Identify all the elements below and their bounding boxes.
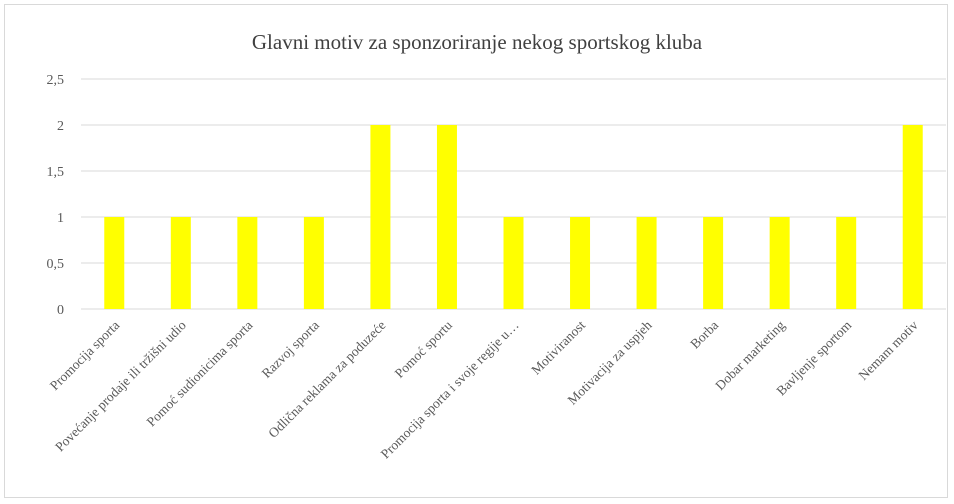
bar: [237, 217, 258, 309]
y-tick-label: 0: [57, 303, 64, 318]
bar: [104, 217, 125, 309]
x-tick-label: Motiviranost: [528, 317, 588, 377]
x-tick-label: Promocija sporta i svoje regije u…: [378, 318, 522, 462]
bar: [902, 125, 923, 309]
x-tick-label: Odlična reklama za poduzeće: [265, 318, 388, 441]
y-tick-label: 0,5: [47, 257, 65, 272]
x-tick-label: Promocija sporta: [47, 318, 123, 394]
x-tick-label: Pomoć sportu: [392, 317, 456, 381]
bar: [769, 217, 790, 309]
bar: [303, 217, 324, 309]
y-tick-label: 1: [57, 211, 64, 226]
bar: [570, 217, 591, 309]
bar: [370, 125, 391, 309]
bar: [436, 125, 457, 309]
x-tick-label: Dobar marketing: [712, 317, 788, 393]
y-tick-label: 1,5: [47, 165, 65, 180]
x-tick-label: Razvoj sporta: [259, 318, 322, 381]
x-tick-label: Borba: [687, 318, 721, 352]
x-tick-label: Povećanje prodaje ili tržišni udio: [52, 317, 189, 454]
y-tick-label: 2,5: [47, 73, 65, 88]
bar: [703, 217, 724, 309]
bar: [503, 217, 524, 309]
bar: [170, 217, 191, 309]
y-tick-label: 2: [57, 119, 64, 134]
chart-title: Glavni motiv za sponzoriranje nekog spor…: [251, 30, 703, 54]
x-tick-label: Nemam motiv: [855, 317, 921, 383]
bar: [836, 217, 857, 309]
bar: [636, 217, 657, 309]
chart-frame: [4, 4, 948, 498]
